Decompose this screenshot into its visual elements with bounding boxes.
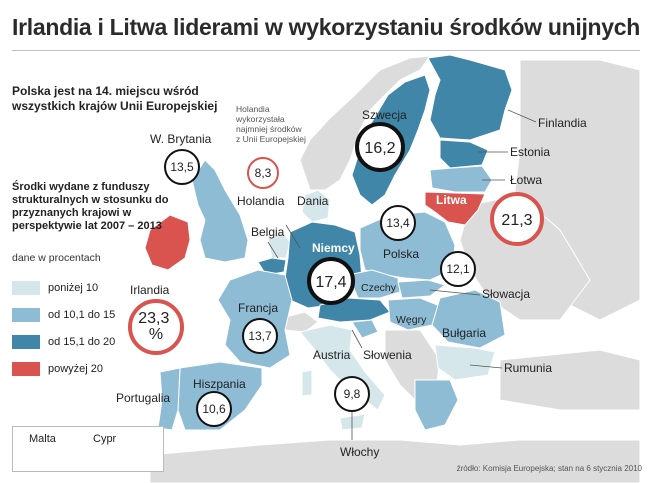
netherlands-note-line3: najmniej środków: [236, 124, 303, 134]
country-bulgaria: [434, 344, 496, 381]
title-divider: [12, 50, 640, 51]
netherlands-note: Holandia wykorzystała najmniej środków z…: [235, 104, 306, 144]
intro-text: Polska jest na 14. miejscu wśród wszystk…: [12, 84, 218, 113]
country-rumunia: [431, 289, 506, 349]
legend-label: od 10,1 do 15: [48, 309, 116, 321]
value-wlochy: 9,8: [344, 387, 361, 401]
map-title: Irlandia i Litwa liderami w wykorzystani…: [12, 14, 641, 40]
value-marker-niemcy: 17,4: [307, 257, 355, 305]
label-szwecja: Szwecja: [362, 108, 407, 122]
value-marker-wlochy: 9,8: [334, 376, 370, 412]
source-note: źródło: Komisja Europejska; stan na 6 st…: [456, 464, 642, 473]
label-wegry: Węgry: [396, 314, 427, 326]
legend-item-10-15: od 10,1 do 15: [12, 306, 115, 324]
label-slowacja: Słowacja: [482, 287, 530, 301]
label-finlandia: Finlandia: [538, 116, 587, 130]
label-slowenia: Słowenia: [363, 348, 412, 362]
land-africa: [149, 439, 641, 483]
label-czechy: Czechy: [361, 282, 397, 294]
label-bulgaria: Bułgaria: [442, 326, 486, 340]
label-rumunia: Rumunia: [504, 361, 552, 375]
value-marker-szwecja: 16,2: [355, 122, 405, 172]
value-marker-francja: 13,7: [242, 318, 278, 354]
value-marker-holandia: 8,3: [247, 157, 279, 189]
country-wlochy-sardinia: [301, 369, 313, 397]
label-litwa: Litwa: [436, 193, 467, 207]
label-holandia: Holandia: [237, 194, 285, 208]
value-marker-irlandia: 23,3 %: [128, 299, 184, 355]
leader-lines: [267, 109, 537, 440]
netherlands-note-line4: z Unii Europejskiej: [236, 134, 306, 144]
label-niemcy: Niemcy: [312, 241, 355, 255]
inset-label-cypr: Cypr: [93, 433, 117, 445]
value-holandia: 8,3: [255, 166, 272, 180]
label-wbrytania: W. Brytania: [150, 132, 212, 146]
netherlands-note-line1: Holandia: [236, 104, 270, 114]
legend-item-15-20: od 15,1 do 20: [12, 333, 115, 351]
netherlands-note-line2: wykorzystała: [235, 114, 285, 124]
land-norway: [299, 55, 432, 191]
legend-label: od 15,1 do 20: [48, 336, 116, 348]
legend-swatch: [12, 281, 40, 295]
value-czechy: 12,1: [446, 262, 470, 276]
label-belgia: Belgia: [251, 225, 285, 239]
value-hiszpania: 10,6: [202, 402, 226, 416]
value-wbrytania: 13,5: [170, 160, 194, 174]
label-wlochy: Włochy: [340, 445, 379, 459]
country-slowacja: [397, 279, 447, 299]
value-marker-litwa: 21,3: [490, 192, 544, 246]
country-wbrytania: [191, 159, 249, 263]
legend-item-above-20: powyżej 20: [12, 360, 103, 378]
country-litwa: [424, 191, 486, 226]
value-irlandia: 23,3 %: [138, 310, 174, 343]
legend-label: poniżej 10: [48, 282, 99, 294]
country-wlochy-sicily: [339, 413, 366, 431]
value-niemcy: 17,4: [315, 274, 346, 291]
label-estonia: Estonia: [510, 145, 550, 159]
value-szwecja: 16,2: [364, 140, 395, 157]
label-polska: Polska: [383, 247, 419, 261]
inset-label-malta: Malta: [29, 433, 56, 445]
legend-swatch: [12, 308, 40, 322]
value-marker-hiszpania: 10,6: [196, 391, 232, 427]
label-dania: Dania: [297, 194, 329, 208]
label-austria: Austria: [313, 348, 351, 362]
land-turkey: [499, 349, 641, 411]
legend-label: powyżej 20: [48, 363, 104, 375]
country-finlandia: [427, 54, 513, 141]
value-francja: 13,7: [248, 329, 272, 343]
value-polska: 13,4: [386, 216, 410, 230]
country-lotwa: [429, 165, 493, 193]
country-estonia: [439, 139, 489, 169]
legend-swatch: [12, 335, 40, 349]
label-irlandia: Irlandia: [130, 283, 170, 297]
legend-title: Środki wydane z funduszy strukturalnych …: [12, 181, 169, 232]
country-slowenia: [351, 319, 379, 339]
value-marker-polska: 13,4: [380, 205, 416, 241]
value-litwa: 21,3: [501, 212, 532, 229]
legend-unit: dane w procentach: [12, 252, 101, 264]
value-marker-wbrytania: 13,5: [164, 149, 200, 185]
country-irlandia: [144, 214, 191, 271]
country-dania: [301, 189, 331, 223]
label-hiszpania: Hiszpania: [193, 377, 246, 391]
legend-swatch: [12, 362, 40, 376]
inset-box: Malta Cypr: [12, 426, 164, 472]
country-grecja: [414, 379, 459, 431]
legend-item-below-10: poniżej 10: [12, 279, 98, 297]
country-portugalia: [157, 367, 181, 431]
label-portugalia: Portugalia: [116, 391, 170, 405]
label-lotwa: Łotwa: [510, 173, 542, 187]
label-francja: Francja: [238, 301, 278, 315]
value-marker-czechy: 12,1: [440, 251, 476, 287]
